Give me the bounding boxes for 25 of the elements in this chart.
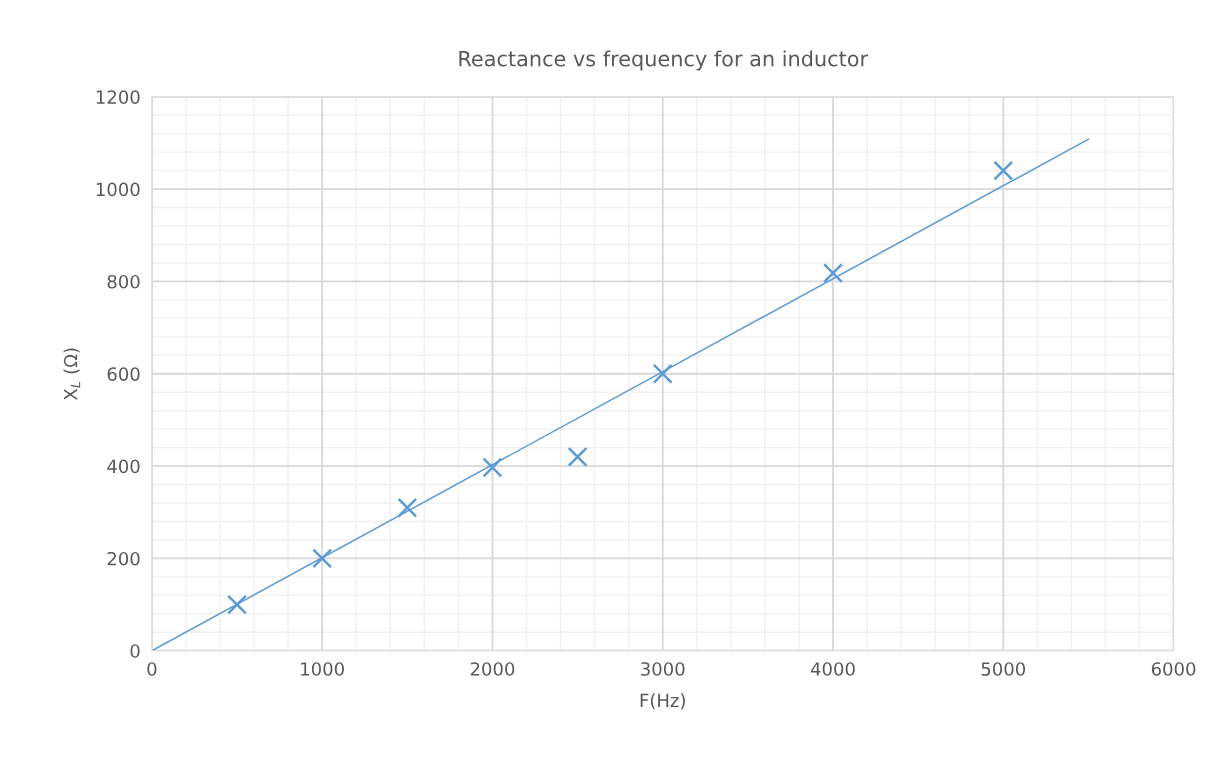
- x-tick-label: 3000: [641, 662, 685, 676]
- chart-title: Reactance vs frequency for an inductor: [459, 50, 869, 71]
- point: [312, 548, 333, 569]
- y-tick-label: 0: [130, 644, 140, 658]
- point: [993, 160, 1014, 181]
- x-tick-label: 5000: [981, 662, 1026, 676]
- point: [652, 363, 673, 384]
- point: [397, 497, 418, 518]
- y-tick-label: 1200: [96, 90, 140, 104]
- y-axis-title: X$_{L}$ (Ω): [63, 348, 81, 401]
- y-tick-label: 400: [107, 459, 140, 474]
- x-tick-label: 2000: [470, 662, 515, 676]
- point: [482, 457, 503, 478]
- y-tick-label: 600: [107, 367, 140, 381]
- x-tick-label: 0: [147, 662, 157, 676]
- y-tick-label: 1000: [96, 182, 140, 197]
- x-tick-label: 6000: [1151, 662, 1196, 676]
- y-tick-label: 200: [107, 551, 140, 566]
- x-tick-label: 1000: [301, 662, 344, 676]
- point: [227, 594, 248, 615]
- point: [567, 446, 588, 467]
- point: [822, 263, 844, 284]
- y-tick-label: 800: [107, 274, 140, 289]
- x-axis-title: F(Hz): [640, 693, 685, 710]
- x-tick-label: 4000: [810, 662, 855, 676]
